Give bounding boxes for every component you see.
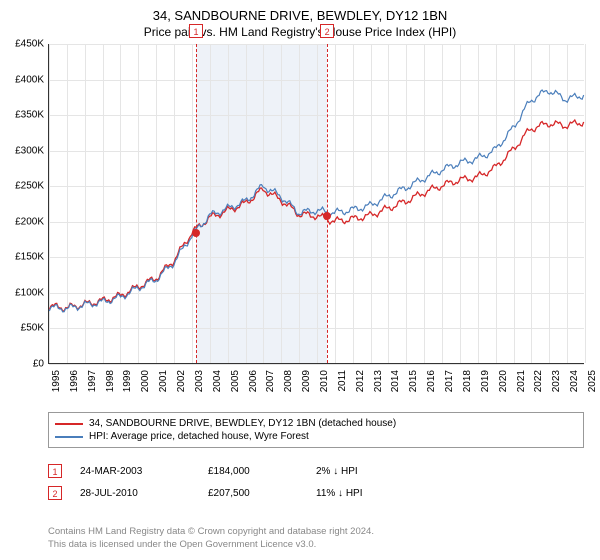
x-tick-label: 2010	[319, 370, 330, 392]
x-tick-label: 2002	[176, 370, 187, 392]
gridline-h	[49, 364, 584, 365]
page-subtitle: Price paid vs. HM Land Registry's House …	[0, 23, 600, 39]
x-tick-label: 2022	[533, 370, 544, 392]
legend-label: HPI: Average price, detached house, Wyre…	[89, 431, 309, 442]
x-tick-label: 2021	[516, 370, 527, 392]
legend-swatch	[55, 436, 83, 438]
y-tick-label: £0	[33, 359, 44, 370]
y-tick-label: £300K	[15, 145, 44, 156]
series-property	[49, 120, 583, 311]
sales-table: 1 24-MAR-2003 £184,000 2% ↓ HPI 2 28-JUL-2010…	[48, 460, 584, 504]
x-tick-label: 1999	[122, 370, 133, 392]
sale-marker-box: 1	[189, 24, 203, 38]
x-tick-label: 2020	[498, 370, 509, 392]
legend-item: 34, SANDBOURNE DRIVE, BEWDLEY, DY12 1BN …	[55, 417, 577, 430]
y-tick-label: £200K	[15, 216, 44, 227]
x-tick-label: 2013	[373, 370, 384, 392]
series-hpi	[49, 90, 583, 312]
x-tick-label: 2014	[390, 370, 401, 392]
chart-lines	[49, 44, 584, 363]
legend: 34, SANDBOURNE DRIVE, BEWDLEY, DY12 1BN …	[48, 412, 584, 448]
x-tick-label: 2023	[551, 370, 562, 392]
legend-swatch	[55, 423, 83, 425]
footer-attribution: Contains HM Land Registry data © Crown c…	[48, 526, 584, 552]
legend-item: HPI: Average price, detached house, Wyre…	[55, 430, 577, 443]
sale-marker-box: 2	[320, 24, 334, 38]
x-tick-label: 2012	[355, 370, 366, 392]
x-tick-label: 2000	[140, 370, 151, 392]
x-tick-label: 2015	[408, 370, 419, 392]
y-tick-label: £100K	[15, 287, 44, 298]
y-tick-label: £250K	[15, 181, 44, 192]
x-tick-label: 2008	[283, 370, 294, 392]
y-tick-label: £50K	[21, 323, 44, 334]
x-tick-label: 2025	[587, 370, 598, 392]
plot-area: 12	[48, 44, 584, 364]
sale-date: 24-MAR-2003	[80, 466, 190, 477]
gridline-v	[585, 44, 586, 363]
sale-date: 28-JUL-2010	[80, 488, 190, 499]
sale-price: £207,500	[208, 488, 298, 499]
x-tick-label: 2005	[230, 370, 241, 392]
x-axis: 1995 1996 1997 1998 1999 2000 2001 2002 2003 2004…	[48, 366, 584, 404]
sale-dot	[192, 229, 200, 237]
sale-row: 2 28-JUL-2010 £207,500 11% ↓ HPI	[48, 482, 584, 504]
y-axis: £0 £50K £100K £150K £200K £250K £300K £350K £400…	[0, 44, 48, 404]
x-tick-label: 2011	[337, 370, 348, 392]
page-title: 34, SANDBOURNE DRIVE, BEWDLEY, DY12 1BN	[0, 0, 600, 23]
x-tick-label: 2018	[462, 370, 473, 392]
x-tick-label: 2016	[426, 370, 437, 392]
x-tick-label: 2017	[444, 370, 455, 392]
y-tick-label: £400K	[15, 74, 44, 85]
x-tick-label: 2003	[194, 370, 205, 392]
x-tick-label: 2004	[212, 370, 223, 392]
chart-area: £0 £50K £100K £150K £200K £250K £300K £350K £400…	[0, 44, 600, 404]
y-tick-label: £150K	[15, 252, 44, 263]
sale-index-box: 2	[48, 486, 62, 500]
sale-diff: 2% ↓ HPI	[316, 466, 406, 477]
legend-label: 34, SANDBOURNE DRIVE, BEWDLEY, DY12 1BN …	[89, 418, 396, 429]
x-tick-label: 2024	[569, 370, 580, 392]
y-tick-label: £350K	[15, 110, 44, 121]
sale-price: £184,000	[208, 466, 298, 477]
sale-marker-line	[196, 44, 197, 363]
x-tick-label: 2006	[248, 370, 259, 392]
x-tick-label: 1995	[51, 370, 62, 392]
y-tick-label: £450K	[15, 39, 44, 50]
sale-row: 1 24-MAR-2003 £184,000 2% ↓ HPI	[48, 460, 584, 482]
x-tick-label: 1997	[87, 370, 98, 392]
x-tick-label: 2007	[265, 370, 276, 392]
footer-line1: Contains HM Land Registry data © Crown c…	[48, 526, 584, 539]
sale-diff: 11% ↓ HPI	[316, 488, 406, 499]
sale-index-box: 1	[48, 464, 62, 478]
footer-line2: This data is licensed under the Open Gov…	[48, 539, 584, 552]
sale-dot	[323, 212, 331, 220]
x-tick-label: 1996	[69, 370, 80, 392]
x-tick-label: 1998	[105, 370, 116, 392]
x-tick-label: 2009	[301, 370, 312, 392]
x-tick-label: 2019	[480, 370, 491, 392]
sale-marker-line	[327, 44, 328, 363]
x-tick-label: 2001	[158, 370, 169, 392]
